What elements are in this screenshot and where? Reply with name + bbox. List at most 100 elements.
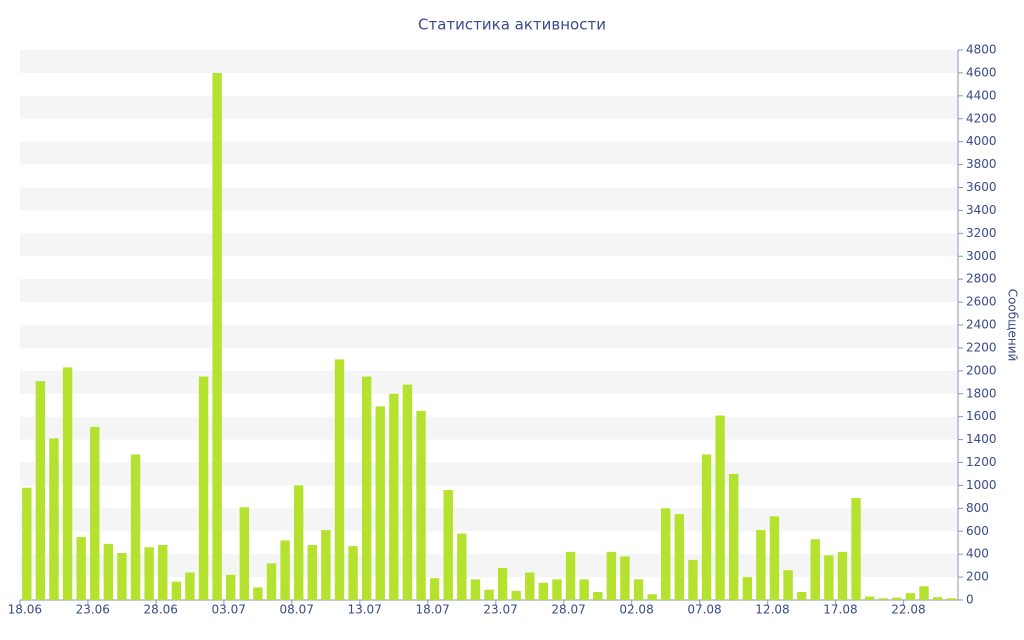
bar [171,581,182,600]
y-tick-label: 1400 [966,432,997,446]
bar [674,514,685,600]
bar [239,507,250,600]
x-tick-label: 08.07 [280,603,314,617]
bar [525,572,535,600]
y-tick-label: 1600 [966,409,997,423]
x-tick-label: 12.08 [755,603,789,617]
x-tick-label: 28.06 [144,603,178,617]
bar [35,381,46,600]
bar [293,485,304,600]
y-tick-label: 3400 [966,203,997,217]
y-tick-label: 3800 [966,157,997,171]
y-tick-label: 3000 [966,249,997,263]
bar [919,586,929,600]
y-tick-label: 400 [966,547,989,561]
bar [198,376,209,600]
chart-title: Статистика активности [418,16,606,34]
y-tick-label: 2800 [966,272,997,286]
grid-band [20,141,958,165]
grid-band [20,462,958,486]
bar [375,406,385,600]
grid-band [20,279,958,303]
bar [416,410,426,600]
bar [158,545,168,600]
bar [620,556,630,600]
bar [212,72,222,600]
bar [117,553,127,600]
y-tick-label: 2200 [966,340,997,354]
x-tick-label: 22.08 [891,603,925,617]
y-tick-label: 3200 [966,226,997,240]
bar [728,473,739,600]
bar [90,426,100,600]
bar [647,594,657,600]
grid-band [20,95,958,119]
bar [892,597,902,600]
bar [715,415,725,600]
bar [579,579,589,600]
x-tick-label: 28.07 [551,603,585,617]
y-tick-label: 200 [966,570,989,584]
bar [497,567,508,600]
bar [266,563,277,600]
grid-band [20,416,958,440]
grid-band [20,233,958,257]
bar [402,384,413,600]
bar [334,359,345,600]
grid-band [20,508,958,532]
bar [280,540,290,600]
bar [226,574,236,600]
y-tick-label: 1800 [966,386,997,400]
bar [606,551,617,600]
bar [742,577,752,600]
bar [688,559,698,600]
bar [511,590,521,600]
y-tick-label: 4400 [966,88,997,102]
bar [76,536,86,600]
bar [103,543,114,600]
bar [769,516,780,600]
bar [932,597,943,600]
x-tick-label: 17.08 [823,603,857,617]
bar [253,587,263,600]
bar [457,533,467,600]
y-tick-label: 2600 [966,295,997,309]
y-tick-label: 1000 [966,478,997,492]
y-tick-label: 1200 [966,455,997,469]
x-tick-label: 18.06 [8,603,42,617]
y-axis-label: Сообщений [1006,289,1020,362]
x-tick-label: 02.08 [619,603,653,617]
bar [701,454,712,600]
x-tick-label: 23.06 [76,603,110,617]
bar [864,596,875,600]
bar [783,570,793,600]
bar [484,589,494,600]
y-tick-label: 4800 [966,43,997,57]
bar [389,393,399,600]
bar [307,545,317,600]
bar [348,546,358,600]
y-tick-label: 2400 [966,318,997,332]
bar [22,487,32,600]
bar [661,508,671,600]
y-tick-label: 4600 [966,65,997,79]
bar [552,579,562,600]
bar [470,579,481,600]
bar [593,591,603,600]
x-tick-label: 03.07 [212,603,246,617]
grid-band [20,325,958,348]
grid-band [20,187,958,211]
grid-band [20,50,958,73]
y-tick-label: 4000 [966,134,997,148]
y-tick-label: 0 [966,593,974,607]
bar [144,547,154,600]
bar [878,598,888,600]
bar [130,454,141,600]
y-tick-label: 3600 [966,180,997,194]
bar [633,579,644,600]
bar [185,572,195,600]
x-tick-label: 18.07 [415,603,449,617]
bar [946,598,956,600]
y-tick-label: 4200 [966,111,997,125]
